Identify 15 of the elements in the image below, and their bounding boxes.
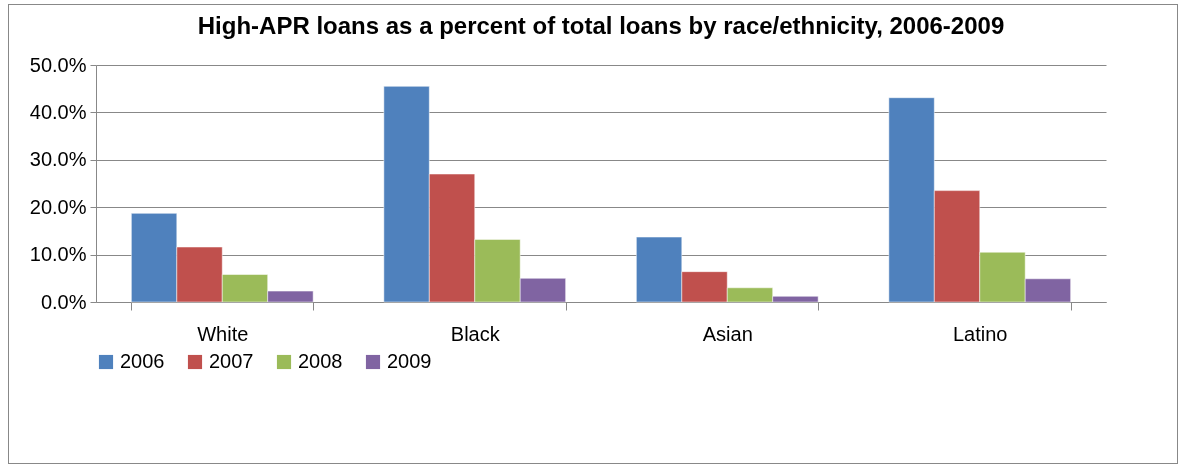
x-tick-label: Latino bbox=[953, 322, 1008, 345]
y-tick-label: 10.0% bbox=[29, 243, 87, 266]
y-tick-label: 50.0% bbox=[29, 53, 87, 76]
x-tick-label: Black bbox=[450, 322, 501, 345]
chart-title: High-APR loans as a percent of total loans by race/ethnicity, 2006-2009 bbox=[197, 12, 1005, 39]
legend-label: 2009 bbox=[387, 350, 432, 372]
y-tick-label: 20.0% bbox=[29, 195, 87, 218]
y-tick-label: 0.0% bbox=[40, 290, 87, 313]
x-tick-label: Asian bbox=[702, 322, 753, 345]
legend-label: 2007 bbox=[209, 350, 254, 372]
legend-label: 2006 bbox=[120, 350, 165, 372]
legend-label: 2008 bbox=[298, 350, 343, 372]
y-tick-label: 40.0% bbox=[29, 100, 87, 123]
x-tick-label: White bbox=[197, 322, 249, 345]
y-tick-label: 30.0% bbox=[29, 148, 87, 171]
